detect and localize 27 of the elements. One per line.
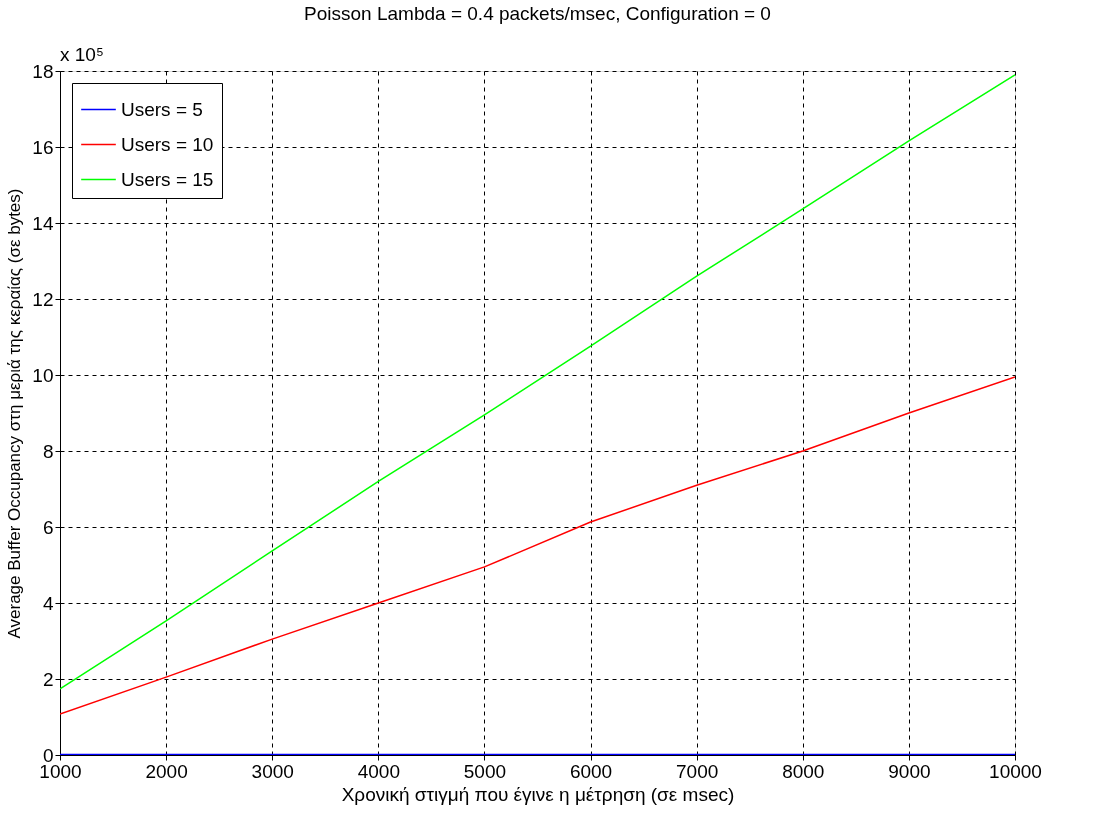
y-axis-title: Average Buffer Occupancy στη μεριά της κεραίας (σε bytes) — [5, 188, 25, 639]
x-tick-label: 7000 — [676, 760, 719, 782]
y-tick-label: 14 — [32, 212, 54, 234]
text: x 10⁵ — [60, 44, 104, 65]
y-tick-label: 16 — [32, 136, 54, 158]
x-tick-label: 2000 — [145, 760, 188, 782]
x-tick-label: 5000 — [463, 760, 507, 782]
legend-label: Users = 5 — [121, 98, 203, 120]
x-tick-label: 4000 — [357, 760, 400, 782]
y-tick-label: 6 — [42, 516, 54, 538]
x-tick-label: 3000 — [251, 760, 294, 782]
y-tick-label: 4 — [42, 592, 54, 614]
y-tick-label: 10 — [32, 364, 54, 386]
x-tick-label: 9000 — [888, 760, 931, 782]
x-tick-label: 8000 — [782, 760, 825, 782]
legend-label: Users = 10 — [121, 133, 214, 155]
line-series — [60, 376, 1015, 715]
y-tick-label: 0 — [42, 744, 54, 766]
y-tick-label: 12 — [32, 288, 54, 310]
y-tick-label: 18 — [32, 60, 54, 82]
x-tick-label: 10000 — [989, 760, 1042, 782]
x-tick-label: 6000 — [569, 760, 613, 782]
x-axis-title: Χρονική στιγμή που έγινε η μέτρηση (σε msec) — [341, 783, 735, 805]
y-tick-label: 2 — [42, 668, 54, 690]
y-tick-label: 8 — [42, 440, 54, 462]
chart-title: Poisson Lambda = 0.4 packets/msec, Configuration = 0 — [304, 3, 771, 24]
legend-label: Users = 15 — [121, 168, 214, 190]
